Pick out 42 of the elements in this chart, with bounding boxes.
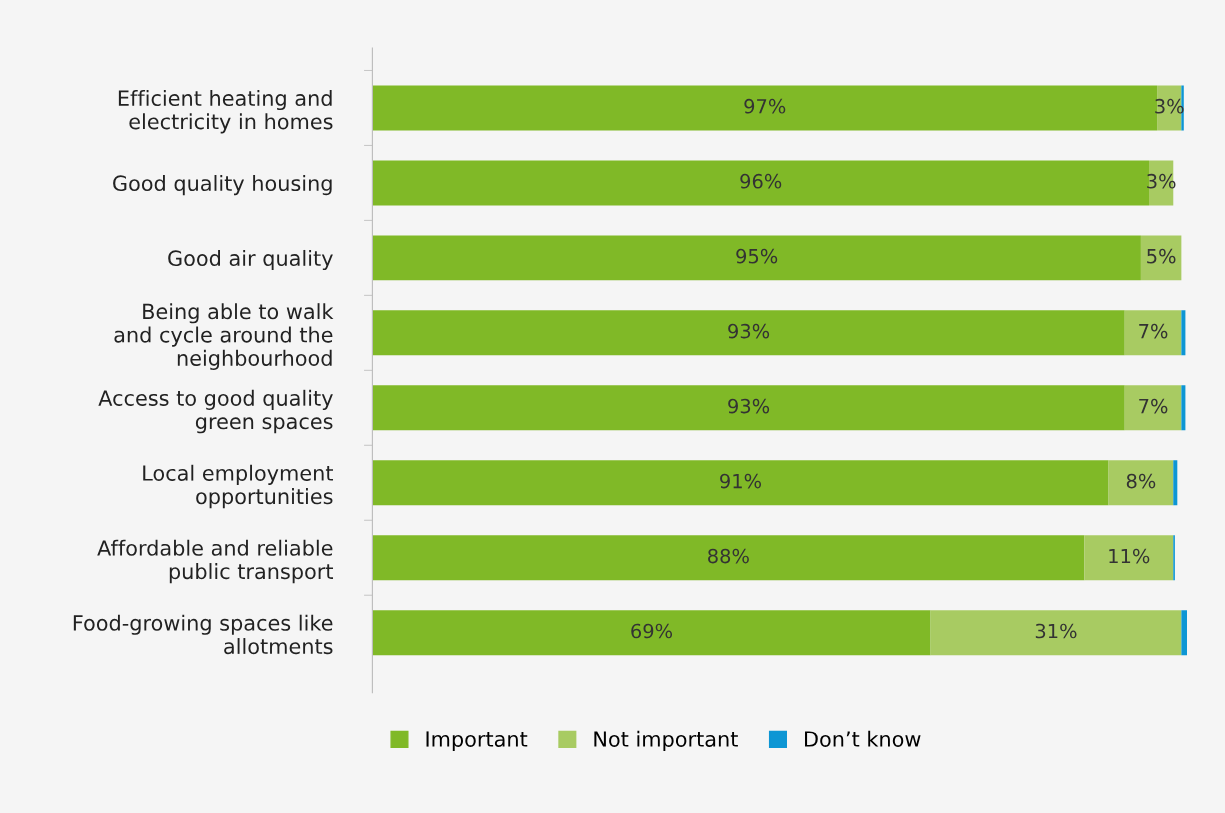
bar (1108, 460, 1174, 506)
y-tick-label: Good air quality (168, 249, 333, 271)
data-label: 31% (1035, 623, 1077, 639)
y-tick-label: Access to good quality green spaces (98, 389, 333, 434)
bar (1124, 310, 1182, 356)
y-tick-label: Efficient heating and electricity in homes (118, 89, 333, 134)
bar (1173, 460, 1178, 506)
bar (372, 610, 931, 656)
bar (372, 235, 1141, 281)
bar (372, 385, 1125, 431)
legend-label: Not important (594, 730, 738, 751)
bar (372, 460, 1109, 506)
bar (1181, 310, 1186, 356)
data-label: 88% (708, 548, 749, 564)
data-label: 7% (1139, 323, 1168, 339)
y-tick-label: Local employment opportunities (143, 464, 334, 509)
y-tick-label: Affordable and reliable public transport (97, 539, 334, 584)
data-label: 5% (1147, 248, 1176, 264)
bar (1140, 235, 1182, 281)
bar (372, 310, 1125, 356)
data-label: 69% (631, 623, 673, 639)
y-tick-label: Food-growing spaces like allotments (73, 614, 333, 655)
bar (1084, 535, 1174, 581)
bar (1124, 385, 1182, 431)
y-tick-label: Being able to walk and cycle around the neighbourhood (114, 303, 334, 370)
bar (930, 610, 1182, 656)
data-label: 11% (1109, 548, 1150, 564)
data-label: 95% (736, 248, 778, 264)
bar (1181, 385, 1186, 431)
legend-label: Don’t know (805, 730, 921, 747)
data-label: 91% (720, 473, 762, 489)
y-tick-label: Good quality housing (113, 174, 332, 196)
bar (372, 160, 1149, 206)
data-label: 8% (1126, 473, 1156, 489)
data-label: 7% (1139, 398, 1168, 414)
data-label: 93% (728, 398, 770, 414)
legend-label: Important (426, 731, 528, 751)
bar (372, 535, 1085, 581)
bar (1181, 610, 1188, 656)
data-label: 96% (740, 173, 782, 189)
data-label: 97% (744, 98, 786, 114)
data-label: 93% (728, 323, 770, 339)
